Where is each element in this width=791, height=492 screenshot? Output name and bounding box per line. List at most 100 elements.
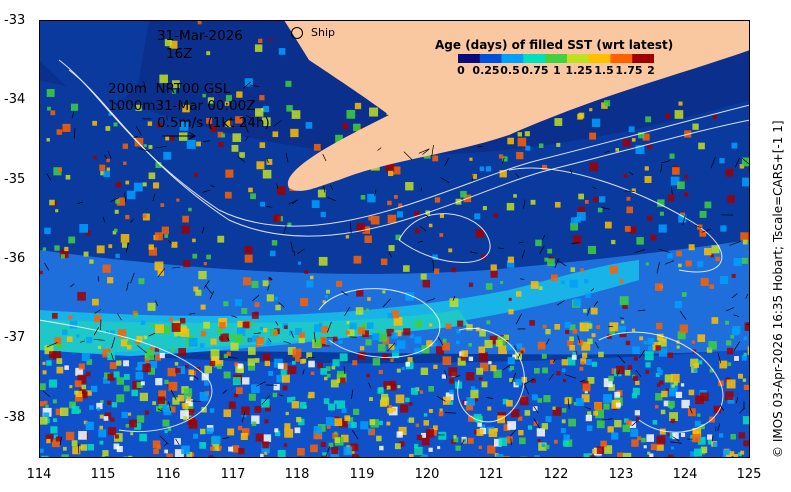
sst-pixel [170, 347, 175, 352]
sst-pixel [53, 434, 58, 439]
sst-pixel [421, 432, 426, 438]
sst-pixel [562, 440, 569, 447]
current-vector [717, 423, 721, 431]
sst-pixel [237, 363, 243, 369]
current-vector [135, 125, 142, 136]
current-vector [719, 404, 725, 411]
sst-pixel [414, 211, 420, 217]
sst-pixel [515, 291, 522, 297]
current-vector [520, 278, 525, 280]
sst-pixel [75, 367, 84, 376]
sst-pixel [53, 418, 57, 423]
current-vector [111, 352, 114, 361]
sst-pixel [718, 433, 724, 438]
sst-pixel [208, 455, 214, 458]
sst-pixel [372, 332, 380, 341]
sst-pixel [149, 346, 154, 351]
sst-pixel [725, 168, 734, 177]
sst-pixel [127, 412, 132, 416]
colorbar-segment [588, 54, 611, 63]
sst-pixel [127, 341, 131, 345]
current-vector [511, 372, 517, 384]
sst-pixel [139, 392, 149, 402]
sst-pixel [100, 400, 104, 404]
current-vector [237, 155, 246, 163]
current-vector [601, 207, 611, 210]
current-vector [374, 189, 377, 197]
sst-pixel [281, 374, 290, 383]
sst-pixel [114, 228, 118, 233]
sst-pixel [96, 402, 103, 410]
sst-pixel [226, 351, 231, 356]
sst-pixel [478, 352, 488, 362]
sst-pixel [219, 336, 224, 341]
current-vector [154, 300, 158, 307]
sst-pixel [199, 392, 209, 401]
current-vector [556, 300, 566, 306]
sst-pixel [39, 270, 43, 275]
sst-pixel [420, 273, 427, 280]
sst-pixel [168, 427, 172, 431]
sst-pixel [632, 375, 638, 381]
current-vector [80, 340, 85, 343]
current-vector [327, 197, 336, 202]
sst-pixel [448, 378, 455, 384]
sst-pixel [628, 126, 635, 133]
sst-pixel [280, 369, 287, 376]
lon-tick: 120 [414, 467, 440, 482]
current-vector [701, 228, 711, 233]
sst-pixel [346, 320, 350, 325]
sst-pixel [241, 406, 250, 415]
sst-pixel [90, 385, 98, 393]
current-vector [461, 439, 465, 446]
current-vector [77, 201, 84, 205]
current-vector [323, 185, 326, 193]
current-vector [44, 262, 50, 271]
sst-pixel [280, 363, 288, 370]
sst-pixel [377, 343, 386, 352]
sst-pixel [488, 428, 498, 438]
colorbar-segment [632, 54, 654, 63]
sst-pixel [333, 336, 338, 342]
sst-pixel [655, 345, 661, 351]
current-vector [571, 242, 580, 244]
current-vector [672, 436, 680, 442]
sst-pixel [467, 437, 474, 444]
sst-pixel [80, 391, 88, 399]
sst-pixel [479, 330, 486, 337]
sst-pixel [160, 203, 165, 207]
lon-tick: 119 [349, 467, 375, 482]
sst-pixel [378, 333, 388, 342]
sst-pixel [691, 340, 696, 344]
sst-pixel [460, 355, 466, 361]
sst-pixel [180, 328, 190, 337]
sst-pixel [157, 122, 163, 128]
current-vector [210, 185, 216, 188]
sst-pixel [317, 189, 326, 198]
current-vector [285, 152, 289, 163]
sst-pixel [697, 334, 706, 343]
sst-pixel [169, 40, 178, 49]
sst-pixel [109, 362, 117, 370]
sst-pixel [234, 362, 239, 367]
sst-pixel [744, 322, 750, 331]
sst-pixel [43, 400, 48, 405]
colorbar-segment [523, 54, 546, 63]
sst-pixel [195, 289, 202, 296]
current-vector [189, 312, 196, 315]
sst-pixel [584, 390, 588, 394]
sst-pixel [62, 123, 71, 132]
sst-pixel [64, 246, 69, 252]
sst-pixel [478, 346, 486, 354]
sst-pixel [715, 256, 720, 262]
sst-pixel [485, 283, 493, 290]
sst-pixel [724, 391, 734, 400]
sst-pixel [554, 118, 563, 126]
sst-pixel [39, 383, 46, 390]
sst-pixel [285, 411, 289, 416]
sst-pixel [395, 234, 401, 240]
current-vector [157, 268, 166, 278]
sst-pixel [461, 350, 469, 357]
current-vector [452, 295, 456, 301]
sst-pixel [339, 418, 348, 428]
